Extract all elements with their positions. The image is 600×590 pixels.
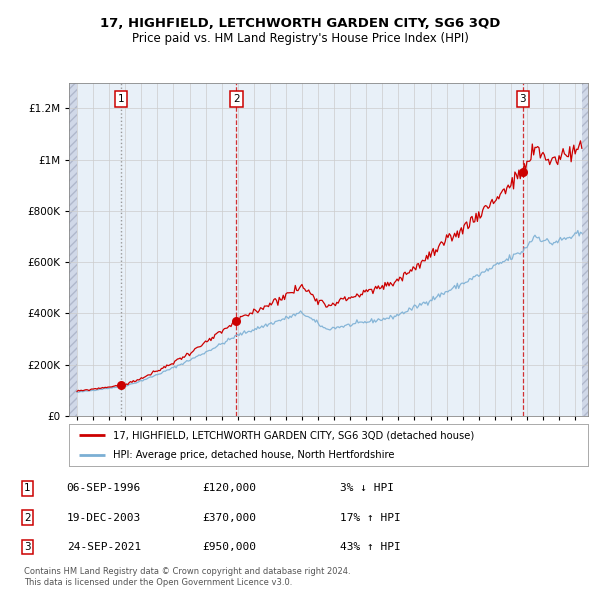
Text: HPI: Average price, detached house, North Hertfordshire: HPI: Average price, detached house, Nort… (113, 450, 395, 460)
Text: 19-DEC-2003: 19-DEC-2003 (67, 513, 141, 523)
Text: 2: 2 (24, 513, 31, 523)
Text: 2: 2 (233, 94, 240, 104)
Text: Contains HM Land Registry data © Crown copyright and database right 2024.
This d: Contains HM Land Registry data © Crown c… (24, 566, 350, 588)
Bar (523, 83, 588, 416)
Text: £950,000: £950,000 (202, 542, 256, 552)
Text: 3: 3 (520, 94, 526, 104)
Text: 17% ↑ HPI: 17% ↑ HPI (340, 513, 401, 523)
Text: Price paid vs. HM Land Registry's House Price Index (HPI): Price paid vs. HM Land Registry's House … (131, 32, 469, 45)
Bar (582, 57, 588, 416)
Text: 3: 3 (24, 542, 31, 552)
Text: 17, HIGHFIELD, LETCHWORTH GARDEN CITY, SG6 3QD: 17, HIGHFIELD, LETCHWORTH GARDEN CITY, S… (100, 17, 500, 30)
Text: £370,000: £370,000 (202, 513, 256, 523)
Text: 43% ↑ HPI: 43% ↑ HPI (340, 542, 401, 552)
Bar (121, 83, 236, 416)
Text: £120,000: £120,000 (202, 483, 256, 493)
Text: 1: 1 (118, 94, 125, 104)
Bar (236, 83, 523, 416)
Bar (77, 83, 121, 416)
Text: 17, HIGHFIELD, LETCHWORTH GARDEN CITY, SG6 3QD (detached house): 17, HIGHFIELD, LETCHWORTH GARDEN CITY, S… (113, 430, 475, 440)
Bar (69, 57, 77, 416)
Text: 3% ↓ HPI: 3% ↓ HPI (340, 483, 394, 493)
Text: 06-SEP-1996: 06-SEP-1996 (67, 483, 141, 493)
Text: 1: 1 (24, 483, 31, 493)
Text: 24-SEP-2021: 24-SEP-2021 (67, 542, 141, 552)
